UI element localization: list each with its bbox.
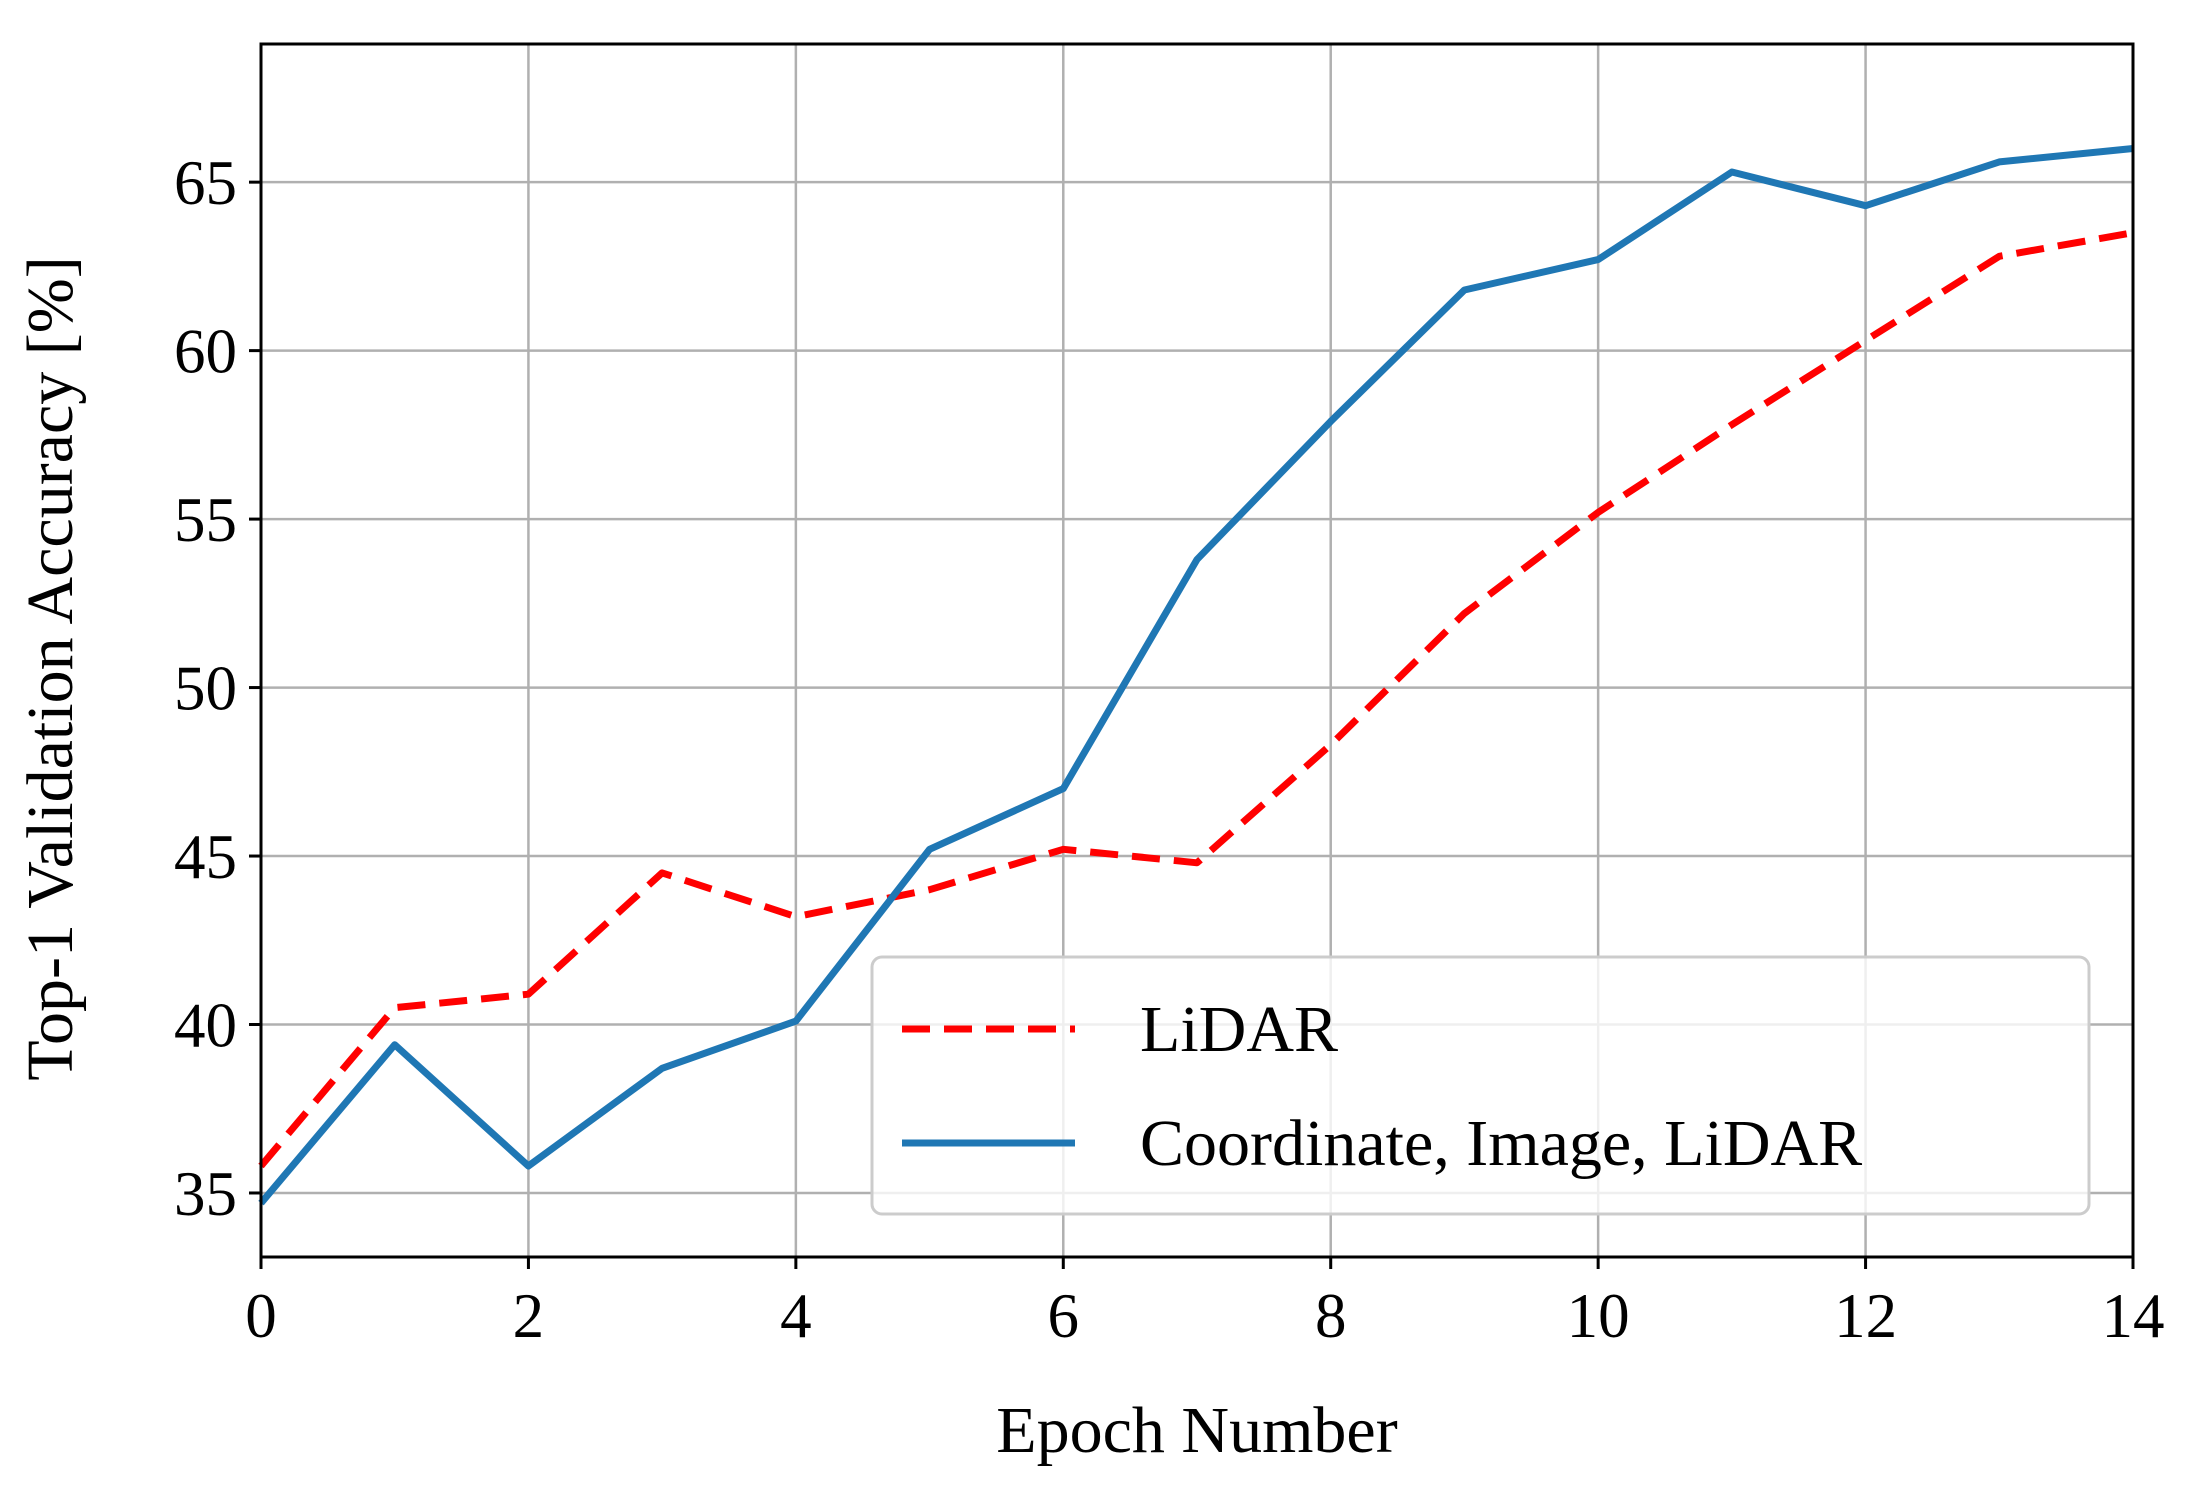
legend-label-lidar: LiDAR [1140,993,1338,1066]
y-tick-label: 35 [174,1159,237,1229]
y-tick-label: 50 [174,654,237,724]
y-tick-label: 60 [174,317,237,387]
x-tick-label: 4 [780,1281,812,1351]
x-tick-label: 6 [1048,1281,1080,1351]
y-tick-label: 45 [174,822,237,892]
axis-ticks: 0 2 4 6 8 10 12 14 35 40 45 50 55 60 65 [174,148,2165,1351]
x-tick-label: 14 [2102,1281,2165,1351]
x-tick-label: 0 [245,1281,277,1351]
plot-area-frame [259,42,2135,1259]
series-line-coordinate-image-lidar [258,145,2134,1206]
x-tick-label: 2 [513,1281,545,1351]
series-lines [258,145,2134,1206]
y-tick-label: 55 [174,485,237,555]
x-tick-label: 8 [1315,1281,1347,1351]
grid [259,44,2135,1257]
legend-label-coordinate-image-lidar: Coordinate, Image, LiDAR [1140,1107,1862,1180]
x-tick-label: 12 [1834,1281,1897,1351]
series-line-lidar [258,229,2134,1169]
legend: LiDAR Coordinate, Image, LiDAR [870,955,2091,1216]
y-axis-title: Top-1 Validation Accuracy [%] [14,256,87,1080]
y-tick-label: 40 [174,991,237,1061]
legend-box [870,955,2091,1216]
x-tick-label: 10 [1567,1281,1630,1351]
y-tick-label: 65 [174,148,237,218]
x-axis-title: Epoch Number [996,1394,1397,1467]
